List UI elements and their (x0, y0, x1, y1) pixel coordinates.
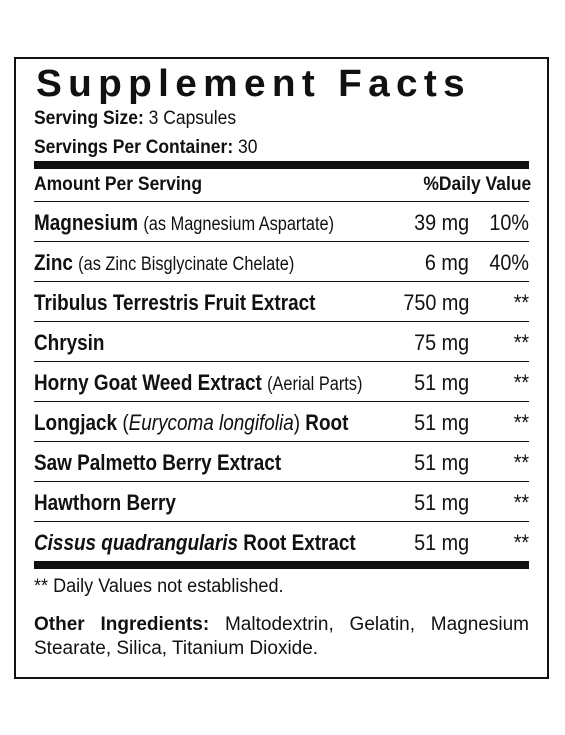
name-part: Zinc (34, 250, 73, 275)
ingredient-row: Chrysin 75 mg ** (34, 322, 529, 362)
ingredient-name: Tribulus Terrestris Fruit Extract (34, 290, 315, 316)
daily-value: ** (513, 290, 529, 315)
daily-value: 10% (489, 210, 529, 235)
rule (34, 241, 529, 242)
rule (34, 481, 529, 482)
daily-value: ** (513, 330, 529, 355)
name-part: Root Extract (243, 530, 356, 555)
serving-size-value: 3 Capsules (148, 108, 237, 129)
ingredient-row: Magnesium (as Magnesium Aspartate) 39 mg 1… (34, 202, 529, 242)
amount: 51 mg (413, 490, 469, 515)
name-part: (as Zinc Bisglycinate Chelate) (78, 254, 295, 275)
amount: 51 mg (413, 410, 469, 435)
name-part: ( (122, 410, 129, 435)
daily-value: ** (513, 490, 529, 515)
rule (34, 401, 529, 402)
ingredient-row: Tribulus Terrestris Fruit Extract 750 mg *… (34, 282, 529, 322)
rule (34, 281, 529, 282)
daily-value: ** (513, 370, 529, 395)
name-part: Saw Palmetto Berry Extract (34, 450, 282, 475)
name-part: Magnesium (34, 210, 139, 235)
serving-size: Serving Size: 3 Capsules (34, 108, 236, 130)
ingredient-row: Cissus quadrangularis Root Extract 51 mg *… (34, 522, 529, 562)
title: Supplement Facts (36, 63, 472, 105)
ingredient-name: Longjack (Eurycoma longifolia) Root (34, 410, 348, 436)
daily-value: ** (513, 530, 529, 555)
footnote: ** Daily Values not established. (34, 576, 284, 597)
facts-panel: Supplement Facts Serving Size: 3 Capsule… (14, 57, 549, 679)
other-value: Maltodextrin, Gelatin, Magnesium Stearat… (34, 614, 530, 659)
ingredient-name: Cissus quadrangularis Root Extract (34, 530, 356, 556)
ingredient-row: Saw Palmetto Berry Extract 51 mg ** (34, 442, 529, 482)
amount: 51 mg (413, 370, 469, 395)
servings-label: Servings Per Container: (34, 137, 234, 158)
serving-size-label: Serving Size: (34, 108, 144, 129)
name-part: Eurycoma longifolia (128, 410, 294, 435)
ingredient-name: Zinc (as Zinc Bisglycinate Chelate) (34, 250, 294, 276)
rule (34, 361, 529, 362)
name-part: ) (293, 410, 301, 435)
amount: 75 mg (413, 330, 469, 355)
ingredient-row: Longjack (Eurycoma longifolia) Root 51 mg… (34, 402, 529, 442)
amount-header: Amount Per Serving (34, 174, 203, 195)
rule (34, 321, 529, 322)
thick-rule (34, 561, 529, 569)
thick-rule (34, 161, 529, 169)
ingredient-name: Horny Goat Weed Extract (Aerial Parts) (34, 370, 362, 396)
amount: 750 mg (402, 290, 469, 315)
name-part: Chrysin (34, 330, 105, 355)
name-part: Longjack (34, 410, 118, 435)
name-part: Tribulus Terrestris Fruit Extract (34, 290, 316, 315)
servings-per-container: Servings Per Container: 30 (34, 137, 257, 159)
name-part: Cissus quadrangularis (34, 530, 238, 555)
amount: 51 mg (413, 530, 469, 555)
ingredient-row: Hawthorn Berry 51 mg ** (34, 482, 529, 522)
amount: 51 mg (413, 450, 469, 475)
daily-value: ** (513, 410, 529, 435)
name-part: Horny Goat Weed Extract (34, 370, 262, 395)
ingredient-name: Saw Palmetto Berry Extract (34, 450, 281, 476)
name-part: Root (305, 410, 349, 435)
rule (34, 201, 529, 202)
ingredient-name: Magnesium (as Magnesium Aspartate) (34, 210, 334, 236)
ingredient-row: Horny Goat Weed Extract (Aerial Parts) 51… (34, 362, 529, 402)
rule (34, 441, 529, 442)
amount: 6 mg (424, 250, 469, 275)
amount: 39 mg (413, 210, 469, 235)
daily-value: 40% (489, 250, 529, 275)
name-part: Hawthorn Berry (34, 490, 176, 515)
servings-value: 30 (237, 137, 258, 158)
ingredient-name: Hawthorn Berry (34, 490, 176, 516)
other-label: Other Ingredients: (34, 614, 210, 635)
rule (34, 521, 529, 522)
daily-value: ** (513, 450, 529, 475)
ingredient-row: Zinc (as Zinc Bisglycinate Chelate) 6 mg 4… (34, 242, 529, 282)
name-part: (as Magnesium Aspartate) (143, 214, 335, 235)
ingredient-name: Chrysin (34, 330, 104, 356)
name-part: (Aerial Parts) (267, 374, 363, 395)
dv-header: %Daily Value (423, 174, 531, 195)
other-ingredients: Other Ingredients: Maltodextrin, Gelatin… (34, 613, 529, 661)
